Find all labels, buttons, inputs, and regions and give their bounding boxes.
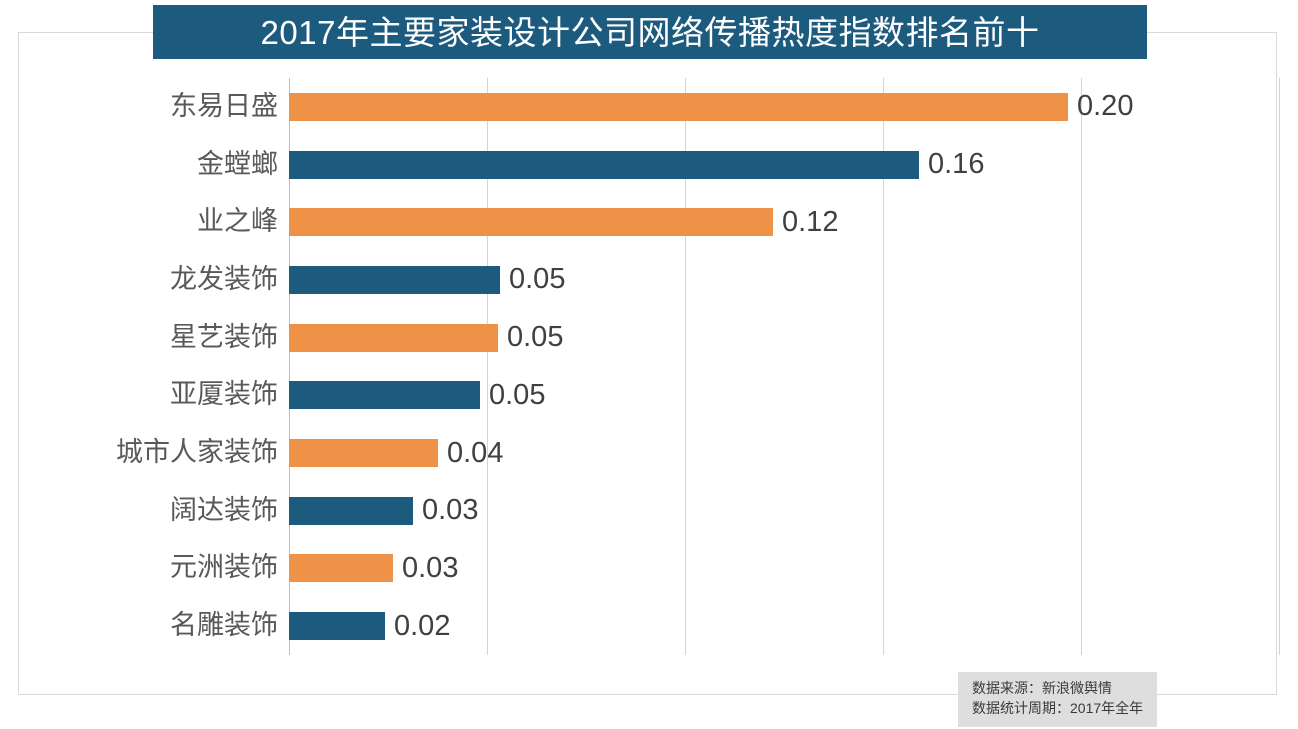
bar[interactable]: [289, 150, 919, 179]
bar-row: 0.12: [289, 193, 1279, 251]
gridline: [487, 78, 488, 655]
y-axis-line: [289, 78, 290, 655]
chart-frame: [18, 32, 1277, 695]
category-label: 星艺装饰: [170, 321, 278, 352]
bar-row: 0.02: [289, 597, 1279, 655]
bar[interactable]: [289, 92, 1068, 121]
bar[interactable]: [289, 265, 500, 294]
category-label: 东易日盛: [170, 90, 278, 121]
bar-value-label: 0.05: [509, 263, 566, 296]
source-note-line-2: 数据统计周期：2017年全年: [972, 700, 1144, 717]
bar[interactable]: [289, 439, 438, 468]
bar[interactable]: [289, 381, 480, 410]
bar-value-label: 0.04: [447, 436, 504, 469]
bar-value-label: 0.05: [507, 321, 564, 354]
gridline: [1279, 78, 1280, 655]
bar-row: 0.05: [289, 367, 1279, 425]
category-label: 亚厦装饰: [170, 379, 278, 410]
gridline: [883, 78, 884, 655]
page-title: 2017年主要家装设计公司网络传播热度指数排名前十: [260, 13, 1040, 51]
category-label: 金螳螂: [197, 148, 278, 179]
source-note: 数据来源：新浪微舆情 数据统计周期：2017年全年: [958, 672, 1158, 727]
bar[interactable]: [289, 612, 385, 641]
bar-value-label: 0.03: [402, 551, 459, 584]
bar-value-label: 0.03: [422, 494, 479, 527]
bar-row: 0.04: [289, 424, 1279, 482]
bar-row: 0.05: [289, 251, 1279, 309]
bar-value-label: 0.02: [394, 609, 451, 642]
bar-row: 0.16: [289, 136, 1279, 194]
bar[interactable]: [289, 208, 773, 237]
bar-row: 0.20: [289, 78, 1279, 136]
bar-value-label: 0.20: [1077, 90, 1134, 123]
bar-row: 0.05: [289, 309, 1279, 367]
bar-value-label: 0.16: [928, 148, 985, 181]
bar[interactable]: [289, 496, 413, 525]
bar-row: 0.03: [289, 482, 1279, 540]
plot-area: 0.20 0.16 0.12 0.05 0.05 0.05 0.04 0.03 0.03 0.02: [289, 78, 1280, 655]
gridline: [685, 78, 686, 655]
bar-value-label: 0.05: [489, 378, 546, 411]
category-label: 城市人家装饰: [116, 437, 278, 468]
source-note-line-1: 数据来源：新浪微舆情: [972, 680, 1112, 696]
category-label: 名雕装饰: [170, 610, 278, 641]
category-label: 龙发装饰: [170, 263, 278, 294]
bar-value-label: 0.12: [782, 205, 839, 238]
category-label: 业之峰: [197, 206, 278, 237]
gridline: [1081, 78, 1082, 655]
category-label: 阔达装饰: [170, 494, 278, 525]
bar-row: 0.03: [289, 540, 1279, 598]
chart-title-banner: 2017年主要家装设计公司网络传播热度指数排名前十: [153, 5, 1147, 59]
category-label: 元洲装饰: [170, 552, 278, 583]
bar[interactable]: [289, 323, 498, 352]
bar[interactable]: [289, 554, 393, 583]
